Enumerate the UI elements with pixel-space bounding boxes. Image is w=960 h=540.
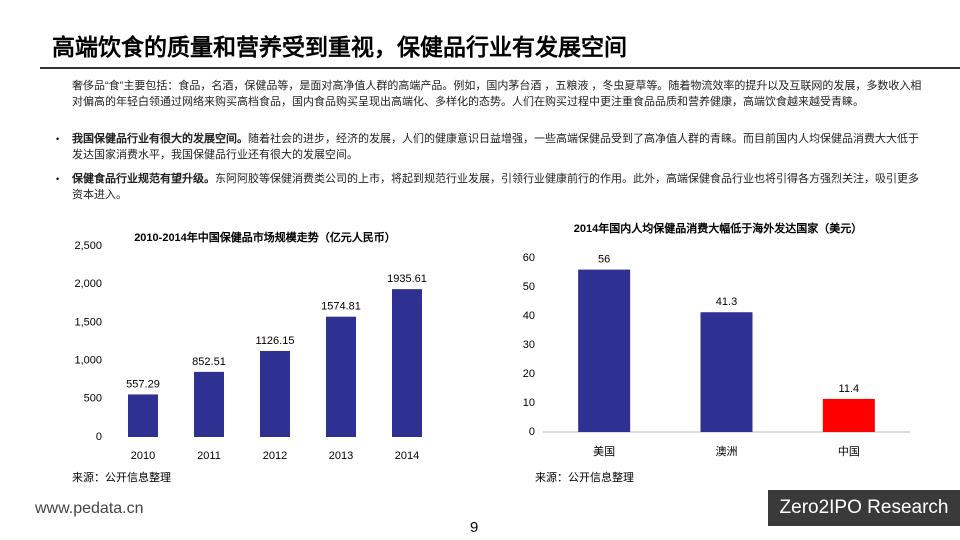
y-tick-label: 0 <box>96 431 102 443</box>
value-label: 852.51 <box>192 356 226 368</box>
y-tick-label: 10 <box>523 397 535 409</box>
y-tick-label: 0 <box>529 426 535 438</box>
bullet: • <box>56 174 60 184</box>
page-number: 9 <box>470 519 479 536</box>
x-tick-label: 2013 <box>329 450 353 462</box>
y-tick-label: 500 <box>84 393 102 405</box>
y-tick-label: 2,500 <box>74 240 102 252</box>
value-label: 56 <box>598 254 610 266</box>
x-tick-label: 中国 <box>838 445 860 458</box>
value-label: 557.29 <box>126 378 160 390</box>
y-tick-label: 1,000 <box>74 355 102 367</box>
chart-title: 2014年国内人均保健品消费大幅低于海外发达国家（美元） <box>574 221 862 235</box>
source-note: 来源：公开信息整理 <box>535 470 634 484</box>
y-tick-label: 50 <box>523 281 535 293</box>
bar <box>700 312 753 432</box>
paragraph: 奢侈品“食”主要包括：食品，名酒，保健品等，是面对高净值人群的高端产品。例如，国… <box>72 80 922 108</box>
value-label: 1574.81 <box>321 301 361 313</box>
bar <box>128 394 158 437</box>
paragraph-text: 东阿阿胶等保健消费类公司的上市，将起到规范行业发展，引领行业健康前行的作用。此外… <box>72 173 919 201</box>
paragraph-text: 随着社会的进步，经济的发展，人们的健康意识日益增强，一些高端保健品受到了高净值人… <box>72 133 919 161</box>
bar <box>822 398 875 432</box>
source-note: 来源：公开信息整理 <box>72 470 171 484</box>
y-tick-label: 40 <box>523 310 535 322</box>
slide-title: 高端饮食的质量和营养受到重视，保健品行业有发展空间 <box>52 34 627 60</box>
paragraph-lead: 保健食品行业规范有望升级。 <box>72 173 215 185</box>
x-tick-label: 2010 <box>131 450 155 462</box>
value-label: 1935.61 <box>387 273 427 285</box>
logo: Zero2IPO Research <box>768 490 960 526</box>
bar <box>578 269 631 432</box>
x-tick-label: 澳洲 <box>716 445 738 458</box>
x-tick-label: 2011 <box>197 450 221 462</box>
bullet: • <box>56 134 60 144</box>
x-tick-label: 美国 <box>593 445 615 458</box>
bar <box>260 350 290 437</box>
y-tick-label: 30 <box>523 339 535 351</box>
y-tick-label: 20 <box>523 368 535 380</box>
y-tick-label: 2,000 <box>74 278 102 290</box>
bar <box>326 316 356 437</box>
paragraph-lead: 我国保健品行业有很大的发展空间。 <box>72 133 248 145</box>
paragraph: 保健食品行业规范有望升级。东阿阿胶等保健消费类公司的上市，将起到规范行业发展，引… <box>72 171 922 203</box>
y-tick-label: 1,500 <box>74 316 102 328</box>
y-tick-label: 60 <box>523 252 535 264</box>
bar <box>392 289 422 437</box>
x-tick-label: 2014 <box>395 450 419 462</box>
website: www.pedata.cn <box>35 500 144 517</box>
value-label: 41.3 <box>716 296 737 308</box>
paragraph: 我国保健品行业有很大的发展空间。随着社会的进步，经济的发展，人们的健康意识日益增… <box>72 131 922 163</box>
x-tick-label: 2012 <box>263 450 287 462</box>
chart-title: 2010-2014年中国保健品市场规模走势（亿元人民币） <box>134 230 396 244</box>
value-label: 11.4 <box>839 383 860 395</box>
title-rule <box>40 67 960 69</box>
bar <box>194 371 224 437</box>
value-label: 1126.15 <box>256 335 295 347</box>
